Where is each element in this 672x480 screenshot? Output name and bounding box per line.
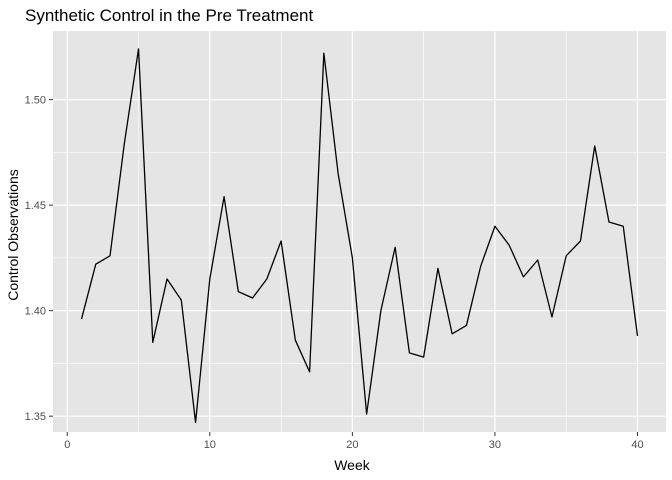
x-axis: 0 10 20 30 40 — [64, 432, 644, 451]
x-tick-label: 0 — [64, 439, 70, 451]
data-series — [80, 48, 639, 424]
major-gridlines — [53, 31, 666, 432]
y-tick-label: 1.40 — [25, 306, 46, 318]
series-line — [80, 48, 639, 424]
y-tick-label: 1.45 — [25, 200, 46, 212]
x-tick-label: 20 — [346, 439, 358, 451]
minor-gridlines — [53, 31, 666, 432]
y-axis-title: Control Observations — [5, 169, 21, 301]
y-axis: 1.35 1.40 1.45 1.50 — [25, 95, 53, 423]
chart-title: Synthetic Control in the Pre Treatment — [25, 6, 313, 25]
y-tick-label: 1.35 — [25, 411, 46, 423]
x-axis-title: Week — [334, 457, 371, 473]
x-tick-label: 10 — [204, 439, 216, 451]
x-tick-label: 40 — [631, 439, 643, 451]
y-tick-label: 1.50 — [25, 95, 46, 107]
plot-panel — [53, 31, 666, 432]
x-tick-label: 30 — [489, 439, 501, 451]
